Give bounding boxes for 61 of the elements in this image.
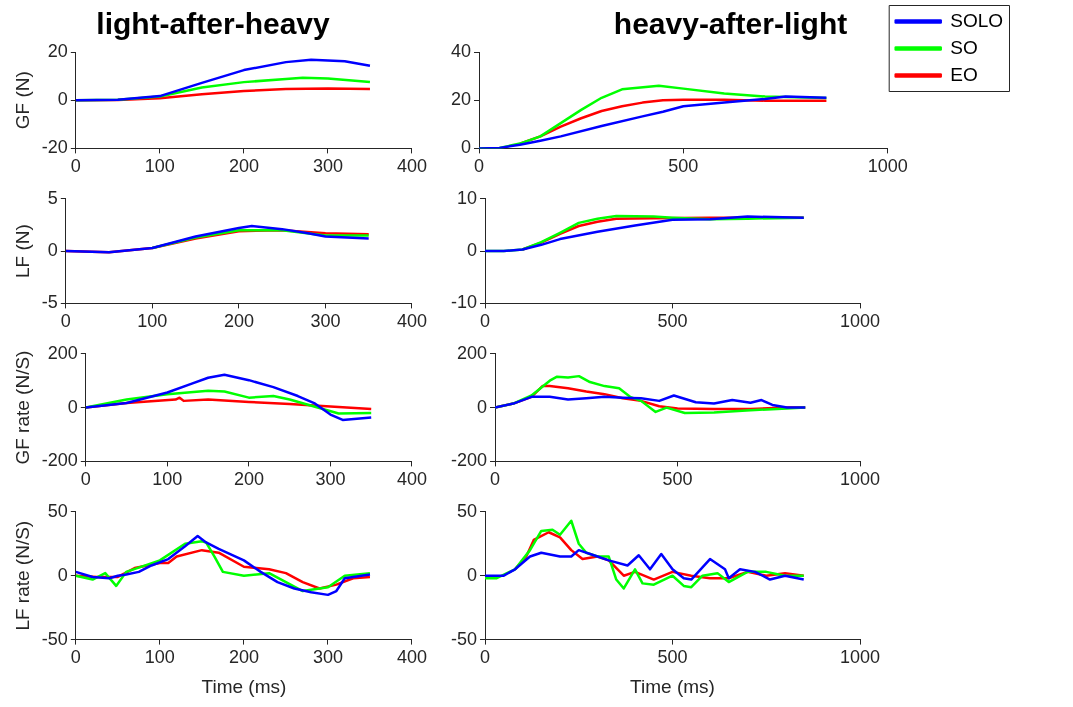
x-tick-label: 300 <box>315 469 346 490</box>
y-tick-label: -10 <box>451 292 478 313</box>
legend-label: SOLO <box>950 9 1004 31</box>
x-tick-label: 400 <box>396 311 428 332</box>
y-tick-label: 5 <box>47 187 58 208</box>
y-tick-label: -5 <box>41 292 58 313</box>
x-tick-label: 300 <box>312 156 343 177</box>
y-tick-label: 0 <box>57 89 68 110</box>
y-tick-label: 0 <box>47 240 58 261</box>
x-tick-label: 400 <box>396 647 428 668</box>
y-tick-label: 50 <box>456 500 478 521</box>
x-tick-label: 1000 <box>839 311 881 332</box>
legend-label: SO <box>950 36 978 58</box>
y-tick-label: -50 <box>41 628 68 649</box>
y-tick-label: 0 <box>477 396 488 417</box>
x-tick-label: 200 <box>223 311 254 332</box>
y-axis-title: GF rate (N/S) <box>11 350 33 465</box>
x-tick-label: 400 <box>396 469 428 490</box>
x-tick-label: 0 <box>80 469 91 490</box>
y-tick-label: -50 <box>451 628 478 649</box>
y-tick-label: 50 <box>47 500 68 521</box>
x-tick-label: 100 <box>144 647 175 668</box>
y-axis-title: LF rate (N/S) <box>11 520 33 631</box>
legend-label: EO <box>950 63 978 85</box>
x-axis-title: Time (ms) <box>201 675 287 697</box>
x-tick-label: 200 <box>233 469 264 490</box>
x-tick-label: 1000 <box>839 469 881 490</box>
x-tick-label: 500 <box>657 311 688 332</box>
x-tick-label: 100 <box>137 311 168 332</box>
y-tick-label: 0 <box>67 396 78 417</box>
y-tick-label: 200 <box>47 342 78 363</box>
x-tick-label: 400 <box>396 156 428 177</box>
y-axis-title: LF (N) <box>11 224 33 279</box>
x-tick-label: 200 <box>228 156 259 177</box>
y-tick-label: 40 <box>450 40 472 61</box>
x-tick-label: 300 <box>310 311 341 332</box>
y-tick-label: 20 <box>450 89 472 110</box>
y-axis-title: GF (N) <box>11 71 33 130</box>
y-tick-label: 0 <box>467 240 478 261</box>
x-tick-label: 200 <box>228 647 259 668</box>
y-tick-label: 20 <box>47 40 68 61</box>
x-tick-label: 100 <box>144 156 175 177</box>
x-axis-title: Time (ms) <box>630 675 715 697</box>
x-tick-label: 1000 <box>867 156 908 177</box>
x-tick-label: 0 <box>490 469 501 490</box>
x-tick-label: 100 <box>152 469 183 490</box>
x-tick-label: 300 <box>312 647 343 668</box>
y-tick-label: 0 <box>57 564 68 585</box>
x-tick-label: 500 <box>657 647 688 668</box>
y-tick-label: 0 <box>467 564 478 585</box>
y-tick-label: -200 <box>451 450 488 471</box>
x-tick-label: 1000 <box>839 647 881 668</box>
y-tick-label: -200 <box>41 450 78 471</box>
x-tick-label: 500 <box>668 156 699 177</box>
y-tick-label: 0 <box>461 137 472 158</box>
y-tick-label: -20 <box>41 137 68 158</box>
y-tick-label: 200 <box>456 342 488 363</box>
chart-title: light-after-heavy <box>96 7 330 41</box>
chart-title: heavy-after-light <box>613 7 848 41</box>
y-tick-label: 10 <box>456 187 478 208</box>
x-tick-label: 500 <box>662 469 693 490</box>
